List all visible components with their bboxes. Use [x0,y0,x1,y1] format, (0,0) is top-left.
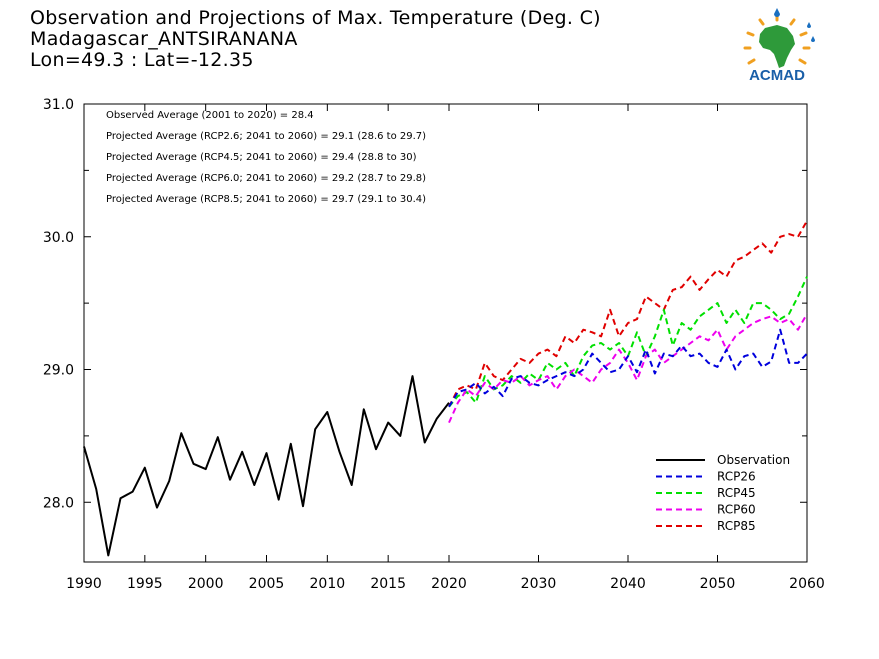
series-line-rcp26 [448,328,808,408]
annotation-line: Observed Average (2001 to 2020) = 28.4 [106,110,314,121]
x-tick-label: 2040 [610,576,646,592]
x-tick-label: 2010 [310,576,346,592]
annotation-line: Projected Average (RCP2.6; 2041 to 2060)… [106,131,426,142]
sun-rays [743,14,811,65]
chart-location: Madagascar_ANTSIRANANA [30,28,298,50]
x-tick-label: 1995 [127,576,163,592]
annotation-line: Projected Average (RCP6.0; 2041 to 2060)… [106,173,426,184]
annotation-line: Projected Average (RCP4.5; 2041 to 2060)… [106,152,417,163]
series-lines [83,220,808,557]
x-tick-label: 2020 [431,576,467,592]
series-line-observation [83,375,450,557]
legend-label: RCP26 [717,470,756,484]
y-tick-label: 28.0 [43,495,74,511]
x-tick-label: 2050 [700,576,736,592]
chart-coordinates: Lon=49.3 : Lat=-12.35 [30,49,254,71]
x-tick-label: 2030 [521,576,557,592]
x-tick-label: 2005 [249,576,285,592]
rain-drops [774,8,815,42]
annotation-block: Observed Average (2001 to 2020) = 28.4 Pr… [106,110,426,205]
x-tick-label: 1990 [66,576,102,592]
plot-frame [83,103,808,563]
y-tick-label: 30.0 [43,230,74,246]
legend: Observation RCP26 RCP45 RCP60 RCP85 [656,453,790,533]
x-tick-label: 2015 [370,576,406,592]
series-line-rcp45 [448,276,808,408]
legend-label: RCP60 [717,503,756,517]
series-line-rcp85 [448,220,808,408]
annotation-line: Projected Average (RCP8.5; 2041 to 2060)… [106,194,426,205]
axis-ticks: 1990 1995 2000 2005 2010 2015 2020 2030 2040 2050… [43,97,825,592]
legend-label: RCP85 [717,519,756,533]
africa-logo-icon: ACMAD [743,8,815,84]
x-tick-label: 2060 [789,576,825,592]
chart-title-block: Observation and Projections of Max. Temp… [30,8,601,71]
series-line-rcp60 [448,313,808,424]
logo-text: ACMAD [749,67,805,84]
africa-shape [759,25,795,68]
x-tick-label: 2000 [188,576,224,592]
legend-label: Observation [717,453,790,467]
y-tick-label: 31.0 [43,97,74,113]
legend-label: RCP45 [717,486,756,500]
y-tick-label: 29.0 [43,363,74,379]
chart-title: Observation and Projections of Max. Temp… [30,7,601,29]
